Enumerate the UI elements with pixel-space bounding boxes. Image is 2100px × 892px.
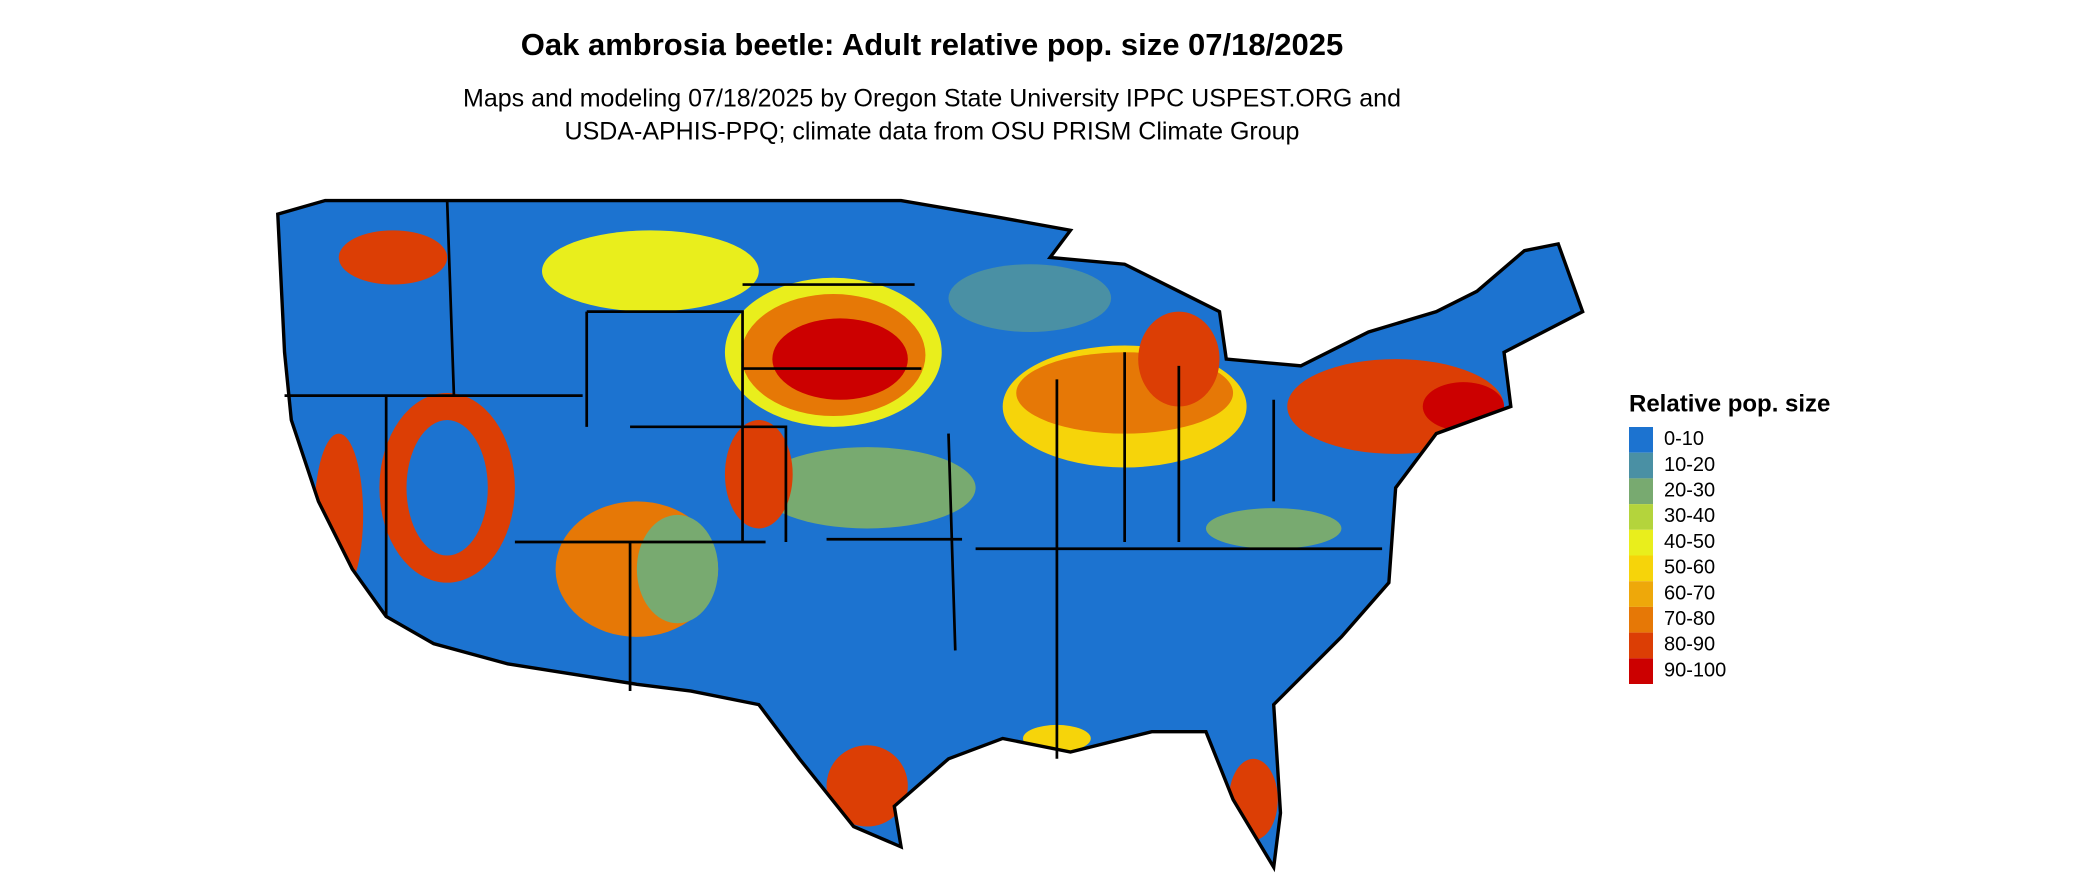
map-title: Oak ambrosia beetle: Adult relative pop.… xyxy=(521,27,1343,62)
legend-title: Relative pop. size xyxy=(1629,390,1830,417)
legend-label: 30-40 xyxy=(1664,505,1715,527)
legend-swatch xyxy=(1629,504,1653,530)
legend-swatch xyxy=(1629,452,1653,479)
legend-label: 70-80 xyxy=(1664,608,1715,630)
legend-label: 90-100 xyxy=(1664,659,1726,681)
subtitle: Maps and modeling 07/18/2025 by Oregon S… xyxy=(463,85,1401,113)
legend-label: 40-50 xyxy=(1664,531,1715,553)
legend-swatch xyxy=(1629,606,1653,633)
us-map xyxy=(276,198,1585,873)
legend-swatch xyxy=(1629,658,1653,684)
legend-swatch xyxy=(1629,632,1653,659)
legend-swatch xyxy=(1629,581,1653,607)
legend-swatch xyxy=(1629,478,1653,505)
legend-label: 60-70 xyxy=(1664,582,1715,604)
legend-label: 50-60 xyxy=(1664,557,1715,579)
legend-label: 80-90 xyxy=(1664,634,1715,656)
legend-label: 20-30 xyxy=(1664,480,1715,502)
legend: 0-10 10-20 20-30 30-40 40-50 50-60 60-70 70-80 8… xyxy=(1629,427,1726,684)
legend-swatch xyxy=(1629,529,1653,556)
legend-swatch xyxy=(1629,555,1653,582)
legend-label: 0-10 xyxy=(1664,428,1704,450)
subtitle: USDA-APHIS-PPQ; climate data from OSU PR… xyxy=(565,118,1300,146)
legend-label: 10-20 xyxy=(1664,454,1715,476)
legend-swatch xyxy=(1629,427,1653,453)
